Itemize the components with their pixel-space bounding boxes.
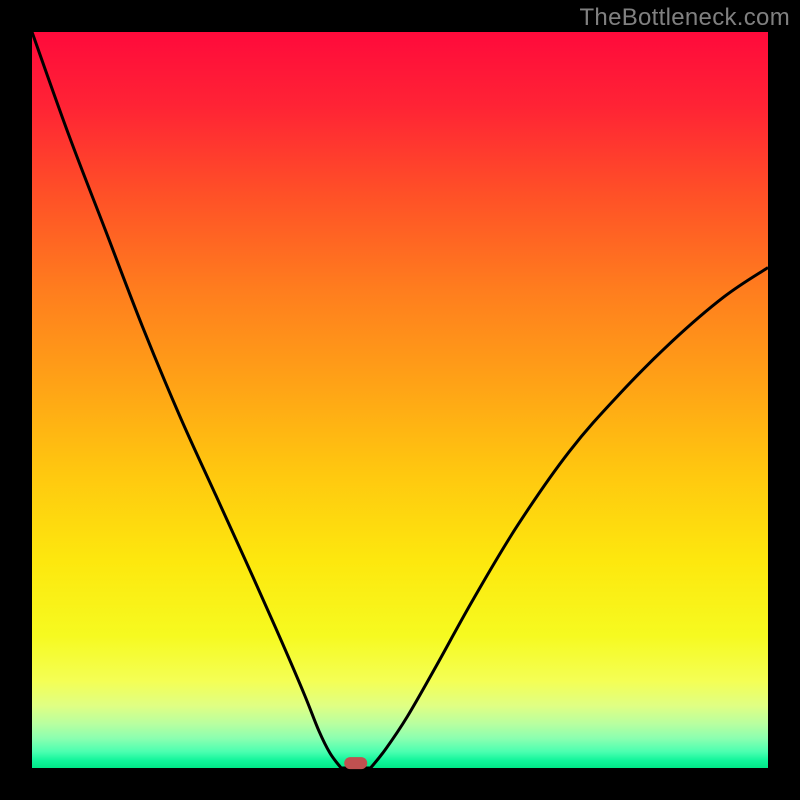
curve-layer bbox=[32, 32, 768, 768]
optimal-point-marker bbox=[344, 757, 368, 769]
plot-area bbox=[32, 32, 768, 768]
watermark-text: TheBottleneck.com bbox=[579, 4, 790, 32]
bottleneck-curve bbox=[32, 32, 768, 768]
